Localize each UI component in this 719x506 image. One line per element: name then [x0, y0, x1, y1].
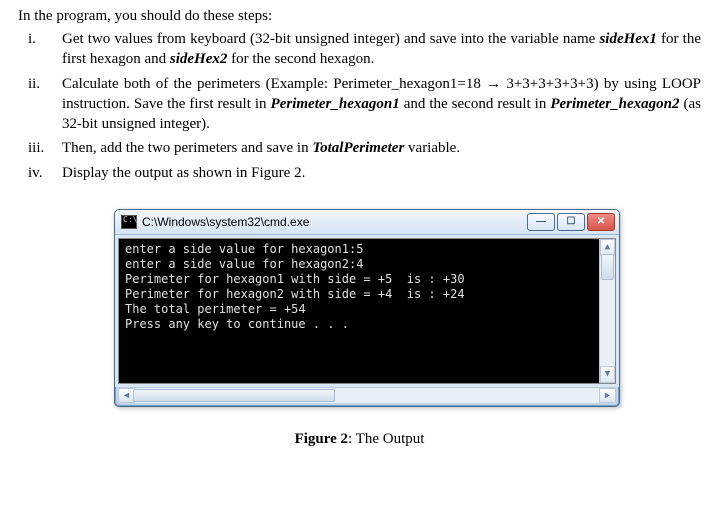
step-4-text: Display the output as shown in Figure 2.	[62, 165, 305, 181]
close-button[interactable]: ✕	[587, 213, 615, 231]
step-4: iv. Display the output as shown in Figur…	[62, 163, 701, 183]
step-2-text: Calculate both of the perimeters (Exampl…	[62, 76, 701, 133]
scroll-thumb-v[interactable]	[601, 254, 614, 280]
intro-text: In the program, you should do these step…	[18, 8, 701, 25]
terminal-wrap: enter a side value for hexagon1:5 enter …	[115, 235, 619, 387]
term-line-2: enter a side value for hexagon2:4	[125, 257, 363, 271]
title-left: C:\Windows\system32\cmd.exe	[121, 215, 309, 229]
horizontal-scrollbar[interactable]: ◄ ►	[118, 387, 616, 403]
step-2: ii. Calculate both of the perimeters (Ex…	[62, 74, 701, 135]
step-3-text: Then, add the two perimeters and save in…	[62, 140, 460, 156]
step-1-roman: i.	[28, 29, 56, 49]
steps-list: i. Get two values from keyboard (32-bit …	[18, 29, 701, 183]
titlebar: C:\Windows\system32\cmd.exe — ☐ ✕	[115, 210, 619, 235]
caption-label: Figure 2	[295, 431, 348, 447]
cmd-window: C:\Windows\system32\cmd.exe — ☐ ✕ enter …	[114, 209, 620, 407]
step-1-text: Get two values from keyboard (32-bit uns…	[62, 31, 701, 67]
term-line-5: The total perimeter = +54	[125, 302, 306, 316]
window-title: C:\Windows\system32\cmd.exe	[142, 215, 309, 229]
term-line-3: Perimeter for hexagon1 with side = +5 is…	[125, 272, 465, 286]
step-3-roman: iii.	[28, 138, 56, 158]
vertical-scrollbar[interactable]: ▲▼	[599, 239, 615, 383]
terminal: enter a side value for hexagon1:5 enter …	[118, 238, 616, 384]
step-1: i. Get two values from keyboard (32-bit …	[62, 29, 701, 70]
term-line-1: enter a side value for hexagon1:5	[125, 242, 363, 256]
step-4-roman: iv.	[28, 163, 56, 183]
scroll-down-icon[interactable]: ▼	[600, 366, 615, 383]
step-2-roman: ii.	[28, 74, 56, 94]
cmd-icon	[121, 215, 137, 229]
scroll-right-icon[interactable]: ►	[599, 388, 616, 403]
window-buttons: — ☐ ✕	[527, 213, 615, 231]
caption-text: : The Output	[348, 431, 424, 447]
term-line-6: Press any key to continue . . .	[125, 317, 349, 331]
minimize-button[interactable]: —	[527, 213, 555, 231]
figure-caption: Figure 2: The Output	[18, 431, 701, 448]
maximize-button[interactable]: ☐	[557, 213, 585, 231]
step-3: iii. Then, add the two perimeters and sa…	[62, 138, 701, 158]
term-line-4: Perimeter for hexagon2 with side = +4 is…	[125, 287, 465, 301]
scroll-thumb-h[interactable]	[133, 389, 335, 402]
